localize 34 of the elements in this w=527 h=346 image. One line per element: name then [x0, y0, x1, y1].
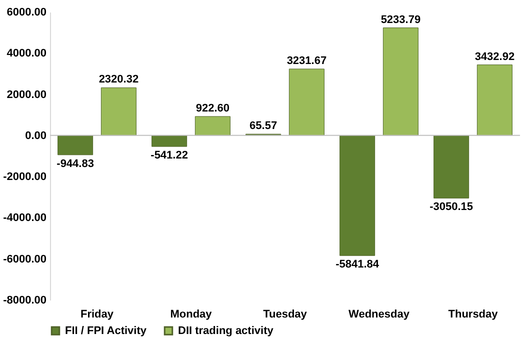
data-label: -944.83 — [56, 158, 94, 170]
data-label: 922.60 — [196, 102, 230, 114]
data-label: 3432.92 — [474, 50, 515, 63]
x-tick-label: Friday — [80, 308, 114, 320]
y-tick-label: -8000.00 — [3, 294, 46, 306]
bar — [340, 135, 376, 256]
data-label: -5841.84 — [336, 258, 380, 271]
y-tick-label: 6000.00 — [6, 6, 46, 18]
data-label: -3050.15 — [430, 201, 474, 214]
y-tick-label: 4000.00 — [6, 48, 46, 60]
y-tick-label: -6000.00 — [3, 253, 46, 266]
legend-label: DII trading activity — [178, 324, 274, 337]
data-label: 2320.32 — [98, 74, 139, 86]
data-label: -541.22 — [150, 150, 188, 162]
y-tick-label: 0.00 — [25, 130, 46, 142]
data-label: 3231.67 — [286, 54, 327, 67]
bar — [152, 135, 188, 147]
data-label: 65.57 — [250, 120, 278, 132]
bar — [434, 135, 470, 198]
y-tick-label: 2000.00 — [6, 88, 46, 101]
x-tick-label: Monday — [170, 308, 213, 320]
y-tick-label: -4000.00 — [3, 212, 46, 224]
bar — [58, 135, 94, 156]
x-tick-label: Wednesday — [348, 308, 410, 320]
data-label: 5233.79 — [380, 14, 421, 26]
x-tick-label: Thursday — [448, 308, 499, 320]
bar — [382, 28, 418, 136]
legend-label: FII / FPI Activity — [65, 324, 148, 337]
bar — [476, 64, 512, 136]
bar — [288, 68, 324, 136]
bar — [194, 116, 230, 136]
x-tick-label: Tuesday — [263, 308, 308, 320]
y-tick-label: -2000.00 — [3, 171, 46, 184]
bar — [100, 87, 136, 136]
